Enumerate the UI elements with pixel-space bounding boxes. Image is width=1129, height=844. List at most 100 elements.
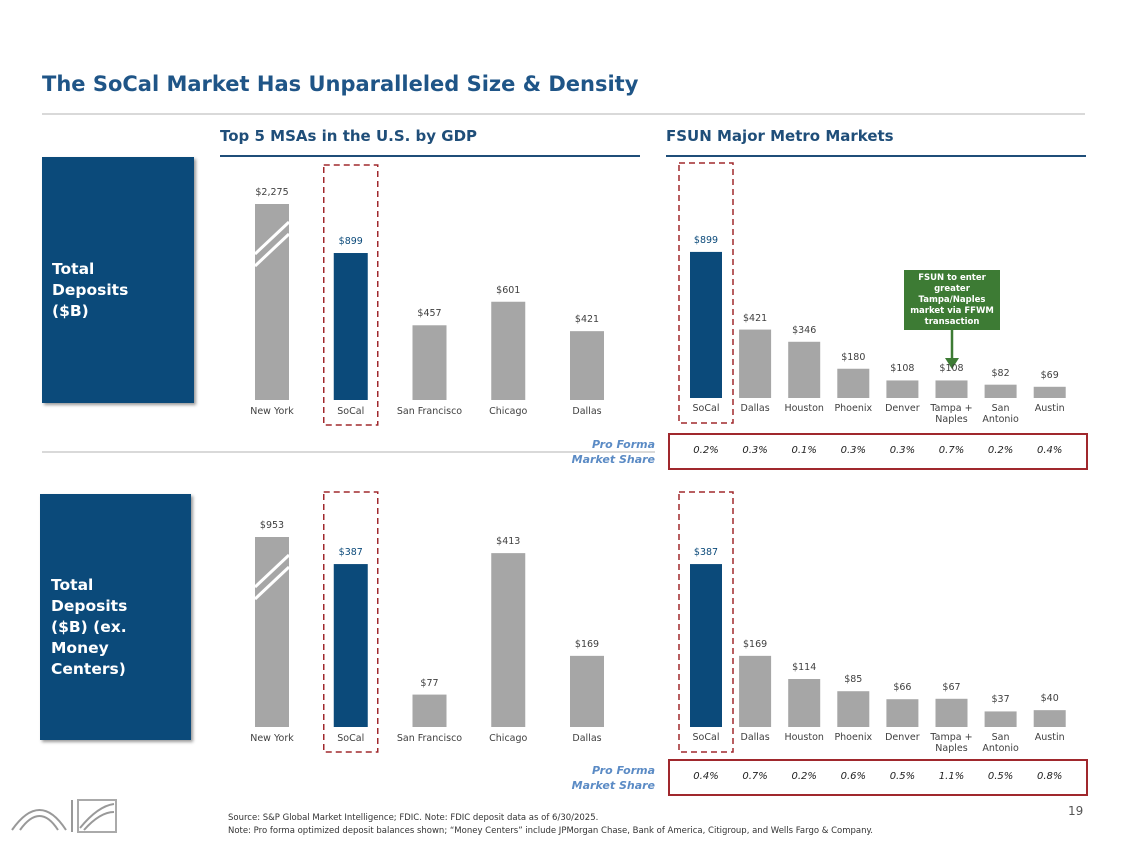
- market-share: 0.7%: [938, 445, 965, 456]
- value-label: $66: [893, 682, 912, 694]
- column-header: Top 5 MSAs in the U.S. by GDP: [220, 127, 478, 145]
- bar: [690, 251, 722, 398]
- category-label: Dallas: [572, 406, 602, 417]
- category-label: San Antonio: [982, 403, 1019, 425]
- market-share: 0.7%: [742, 771, 768, 782]
- row-label: Total Deposits ($B) (ex. Money Centers): [51, 576, 128, 678]
- bar: [491, 553, 526, 727]
- market-share: 0.3%: [742, 445, 768, 456]
- value-label: $2,275: [255, 187, 289, 198]
- page-number: 19: [1068, 804, 1084, 818]
- category-label: Houston: [784, 732, 824, 743]
- bar: [739, 329, 772, 398]
- axis-break: [253, 553, 291, 589]
- category-label: New York: [250, 733, 294, 744]
- value-label: $169: [743, 638, 768, 650]
- value-label: $899: [338, 236, 363, 247]
- market-share: 0.3%: [889, 445, 916, 456]
- axis-break: [253, 220, 291, 256]
- market-share: 0.4%: [693, 771, 719, 782]
- category-label: Houston: [784, 403, 824, 414]
- bar: [984, 711, 1017, 727]
- row-label: Total Deposits ($B): [52, 260, 129, 320]
- bar: [788, 679, 821, 727]
- value-label: $421: [574, 314, 600, 326]
- category-label: San Antonio: [982, 732, 1019, 754]
- value-label: $180: [841, 351, 866, 363]
- bar: [333, 564, 368, 727]
- row-box: [42, 157, 194, 403]
- callout-arrowhead: [945, 358, 959, 369]
- value-label: $82: [991, 367, 1010, 379]
- value-label: $77: [420, 677, 439, 689]
- market-share: 0.2%: [693, 445, 719, 456]
- category-label: Austin: [1034, 403, 1065, 414]
- category-label: Chicago: [489, 733, 528, 744]
- value-label: $169: [574, 638, 600, 650]
- value-label: $421: [743, 312, 768, 324]
- value-label: $387: [693, 547, 719, 559]
- value-label: $457: [417, 308, 442, 320]
- highlight-box: [678, 162, 734, 424]
- bar: [739, 655, 772, 727]
- value-label: $85: [844, 674, 863, 686]
- category-label: SoCal: [337, 733, 365, 744]
- value-label: $953: [259, 520, 285, 531]
- bar: [837, 368, 870, 398]
- market-share: 0.6%: [840, 771, 866, 782]
- market-share-label: Pro Forma Market Share: [571, 764, 655, 792]
- market-share-label: Pro Forma Market Share: [571, 438, 655, 466]
- category-label: Phoenix: [834, 732, 873, 743]
- value-label: $413: [496, 536, 521, 548]
- market-share: 1.1%: [938, 771, 965, 782]
- callout: FSUN to enter greater Tampa/Naples marke…: [904, 270, 1000, 330]
- value-label: $108: [939, 363, 964, 375]
- value-label: $387: [338, 547, 363, 559]
- bar: [886, 380, 919, 398]
- category-label: Tampa + Naples: [930, 403, 973, 425]
- bar: [412, 325, 447, 400]
- bar: [690, 564, 722, 727]
- value-label: $114: [792, 662, 817, 673]
- market-share: 0.5%: [987, 771, 1014, 782]
- page-title: The SoCal Market Has Unparalleled Size &…: [42, 72, 639, 96]
- category-label: SoCal: [692, 732, 720, 743]
- bar: [333, 253, 368, 400]
- value-label: $899: [693, 234, 719, 246]
- bar: [1033, 710, 1066, 727]
- highlight-box: [323, 491, 379, 753]
- market-share: 0.8%: [1036, 771, 1063, 782]
- highlight-box: [678, 491, 734, 753]
- bar: [255, 537, 289, 727]
- category-label: Denver: [885, 732, 920, 743]
- bar: [935, 380, 968, 398]
- axis-break: [253, 565, 291, 601]
- market-share: 0.5%: [889, 771, 916, 782]
- source-note: Source: S&P Global Market Intelligence; …: [228, 813, 599, 823]
- category-label: Phoenix: [834, 403, 873, 414]
- axis-break: [253, 232, 291, 268]
- value-label: $40: [1040, 693, 1059, 705]
- value-label: $67: [942, 681, 961, 693]
- bar: [984, 384, 1017, 398]
- value-label: $346: [792, 324, 817, 336]
- market-share: 0.2%: [987, 445, 1014, 456]
- bar: [788, 341, 821, 398]
- value-label: $37: [991, 694, 1010, 706]
- category-label: SoCal: [692, 403, 720, 414]
- bar: [837, 691, 870, 727]
- category-label: Dallas: [740, 732, 770, 743]
- bar: [935, 698, 968, 727]
- category-label: San Francisco: [396, 406, 463, 417]
- bar: [491, 301, 526, 400]
- bar: [570, 655, 604, 727]
- category-label: Dallas: [572, 733, 602, 744]
- market-share: 0.3%: [840, 445, 866, 456]
- category-label: Dallas: [740, 403, 770, 414]
- bar: [570, 331, 604, 400]
- category-label: Denver: [885, 403, 920, 414]
- value-label: $601: [496, 284, 521, 296]
- market-share: 0.2%: [791, 771, 817, 782]
